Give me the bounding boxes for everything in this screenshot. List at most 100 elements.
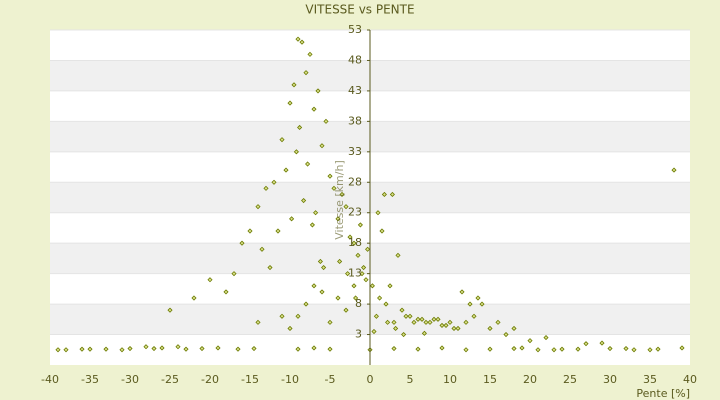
- y-tick-label: 8: [355, 297, 362, 310]
- point: [369, 283, 375, 289]
- y-tick-label: 33: [348, 145, 362, 158]
- point: [647, 347, 653, 353]
- point: [317, 258, 323, 265]
- point: [655, 346, 661, 352]
- point: [631, 347, 637, 353]
- x-tick-label: -15: [241, 373, 259, 386]
- point: [459, 289, 465, 295]
- point: [151, 345, 157, 352]
- y-tick-label: 3: [355, 328, 362, 341]
- x-tick-label: -10: [281, 373, 299, 386]
- point: [301, 197, 307, 204]
- y-axis-label: Vitesse [km/h]: [333, 160, 346, 240]
- y-tick-label: 38: [348, 114, 362, 127]
- point: [347, 234, 353, 240]
- y-tick-label: 28: [348, 175, 362, 188]
- point: [223, 289, 229, 295]
- point: [295, 36, 301, 42]
- point: [307, 51, 313, 57]
- point: [103, 346, 109, 352]
- point: [275, 228, 281, 234]
- point: [55, 347, 61, 353]
- point: [599, 340, 605, 346]
- point: [511, 345, 517, 352]
- point: [381, 191, 387, 198]
- point: [313, 210, 319, 216]
- point: [309, 222, 315, 228]
- point: [359, 271, 365, 277]
- point: [291, 82, 297, 88]
- point: [415, 316, 421, 322]
- point: [383, 301, 389, 307]
- point: [263, 185, 269, 191]
- point: [393, 325, 399, 332]
- point: [335, 295, 341, 301]
- y-tick-label: 48: [348, 53, 362, 66]
- point: [299, 39, 305, 45]
- point: [289, 216, 295, 222]
- point: [443, 322, 449, 328]
- point: [503, 331, 509, 338]
- point: [251, 345, 257, 352]
- point: [401, 331, 407, 338]
- x-tick-label: -5: [325, 373, 336, 386]
- point: [373, 313, 379, 319]
- x-tick-label: -30: [121, 373, 139, 386]
- point: [287, 100, 293, 106]
- point: [399, 307, 405, 313]
- point: [365, 246, 371, 252]
- point: [671, 167, 677, 173]
- point: [303, 301, 309, 307]
- point: [423, 319, 429, 325]
- point: [463, 319, 469, 325]
- point: [337, 258, 343, 265]
- point: [339, 191, 345, 198]
- point: [375, 210, 381, 216]
- point: [183, 346, 189, 352]
- point: [387, 283, 393, 289]
- x-tick-label: 35: [643, 373, 657, 386]
- point: [355, 252, 361, 258]
- point: [295, 346, 301, 352]
- point: [255, 319, 261, 325]
- y-tick-label: 13: [348, 267, 362, 280]
- points: [55, 36, 685, 353]
- point: [87, 346, 93, 352]
- point: [543, 335, 549, 341]
- point: [315, 88, 321, 94]
- point: [143, 344, 149, 350]
- point: [175, 344, 181, 350]
- x-tick-label: 25: [563, 373, 577, 386]
- y-tick-label: 18: [348, 236, 362, 249]
- point: [447, 319, 453, 325]
- point: [259, 246, 265, 252]
- point: [287, 325, 293, 332]
- point: [319, 289, 325, 295]
- point: [215, 345, 221, 351]
- chart-title: VITESSE vs PENTE: [305, 3, 414, 17]
- point: [327, 173, 333, 179]
- point: [519, 345, 525, 351]
- point: [293, 149, 299, 155]
- point: [389, 191, 395, 198]
- point: [391, 345, 397, 352]
- point: [79, 346, 85, 352]
- point: [439, 345, 445, 351]
- x-axis-label: Pente [%]: [636, 387, 690, 400]
- point: [167, 307, 173, 313]
- point: [467, 301, 473, 307]
- point: [377, 295, 383, 301]
- x-tick-label: -25: [161, 373, 179, 386]
- x-tick-label: 40: [683, 373, 697, 386]
- point: [231, 271, 237, 277]
- point: [331, 185, 337, 191]
- x-tick-label: 15: [483, 373, 497, 386]
- point: [311, 283, 317, 289]
- point: [283, 167, 289, 173]
- point: [415, 346, 421, 352]
- point: [311, 106, 317, 112]
- point: [463, 347, 469, 353]
- x-tick-label: 20: [523, 373, 537, 386]
- point: [159, 345, 165, 351]
